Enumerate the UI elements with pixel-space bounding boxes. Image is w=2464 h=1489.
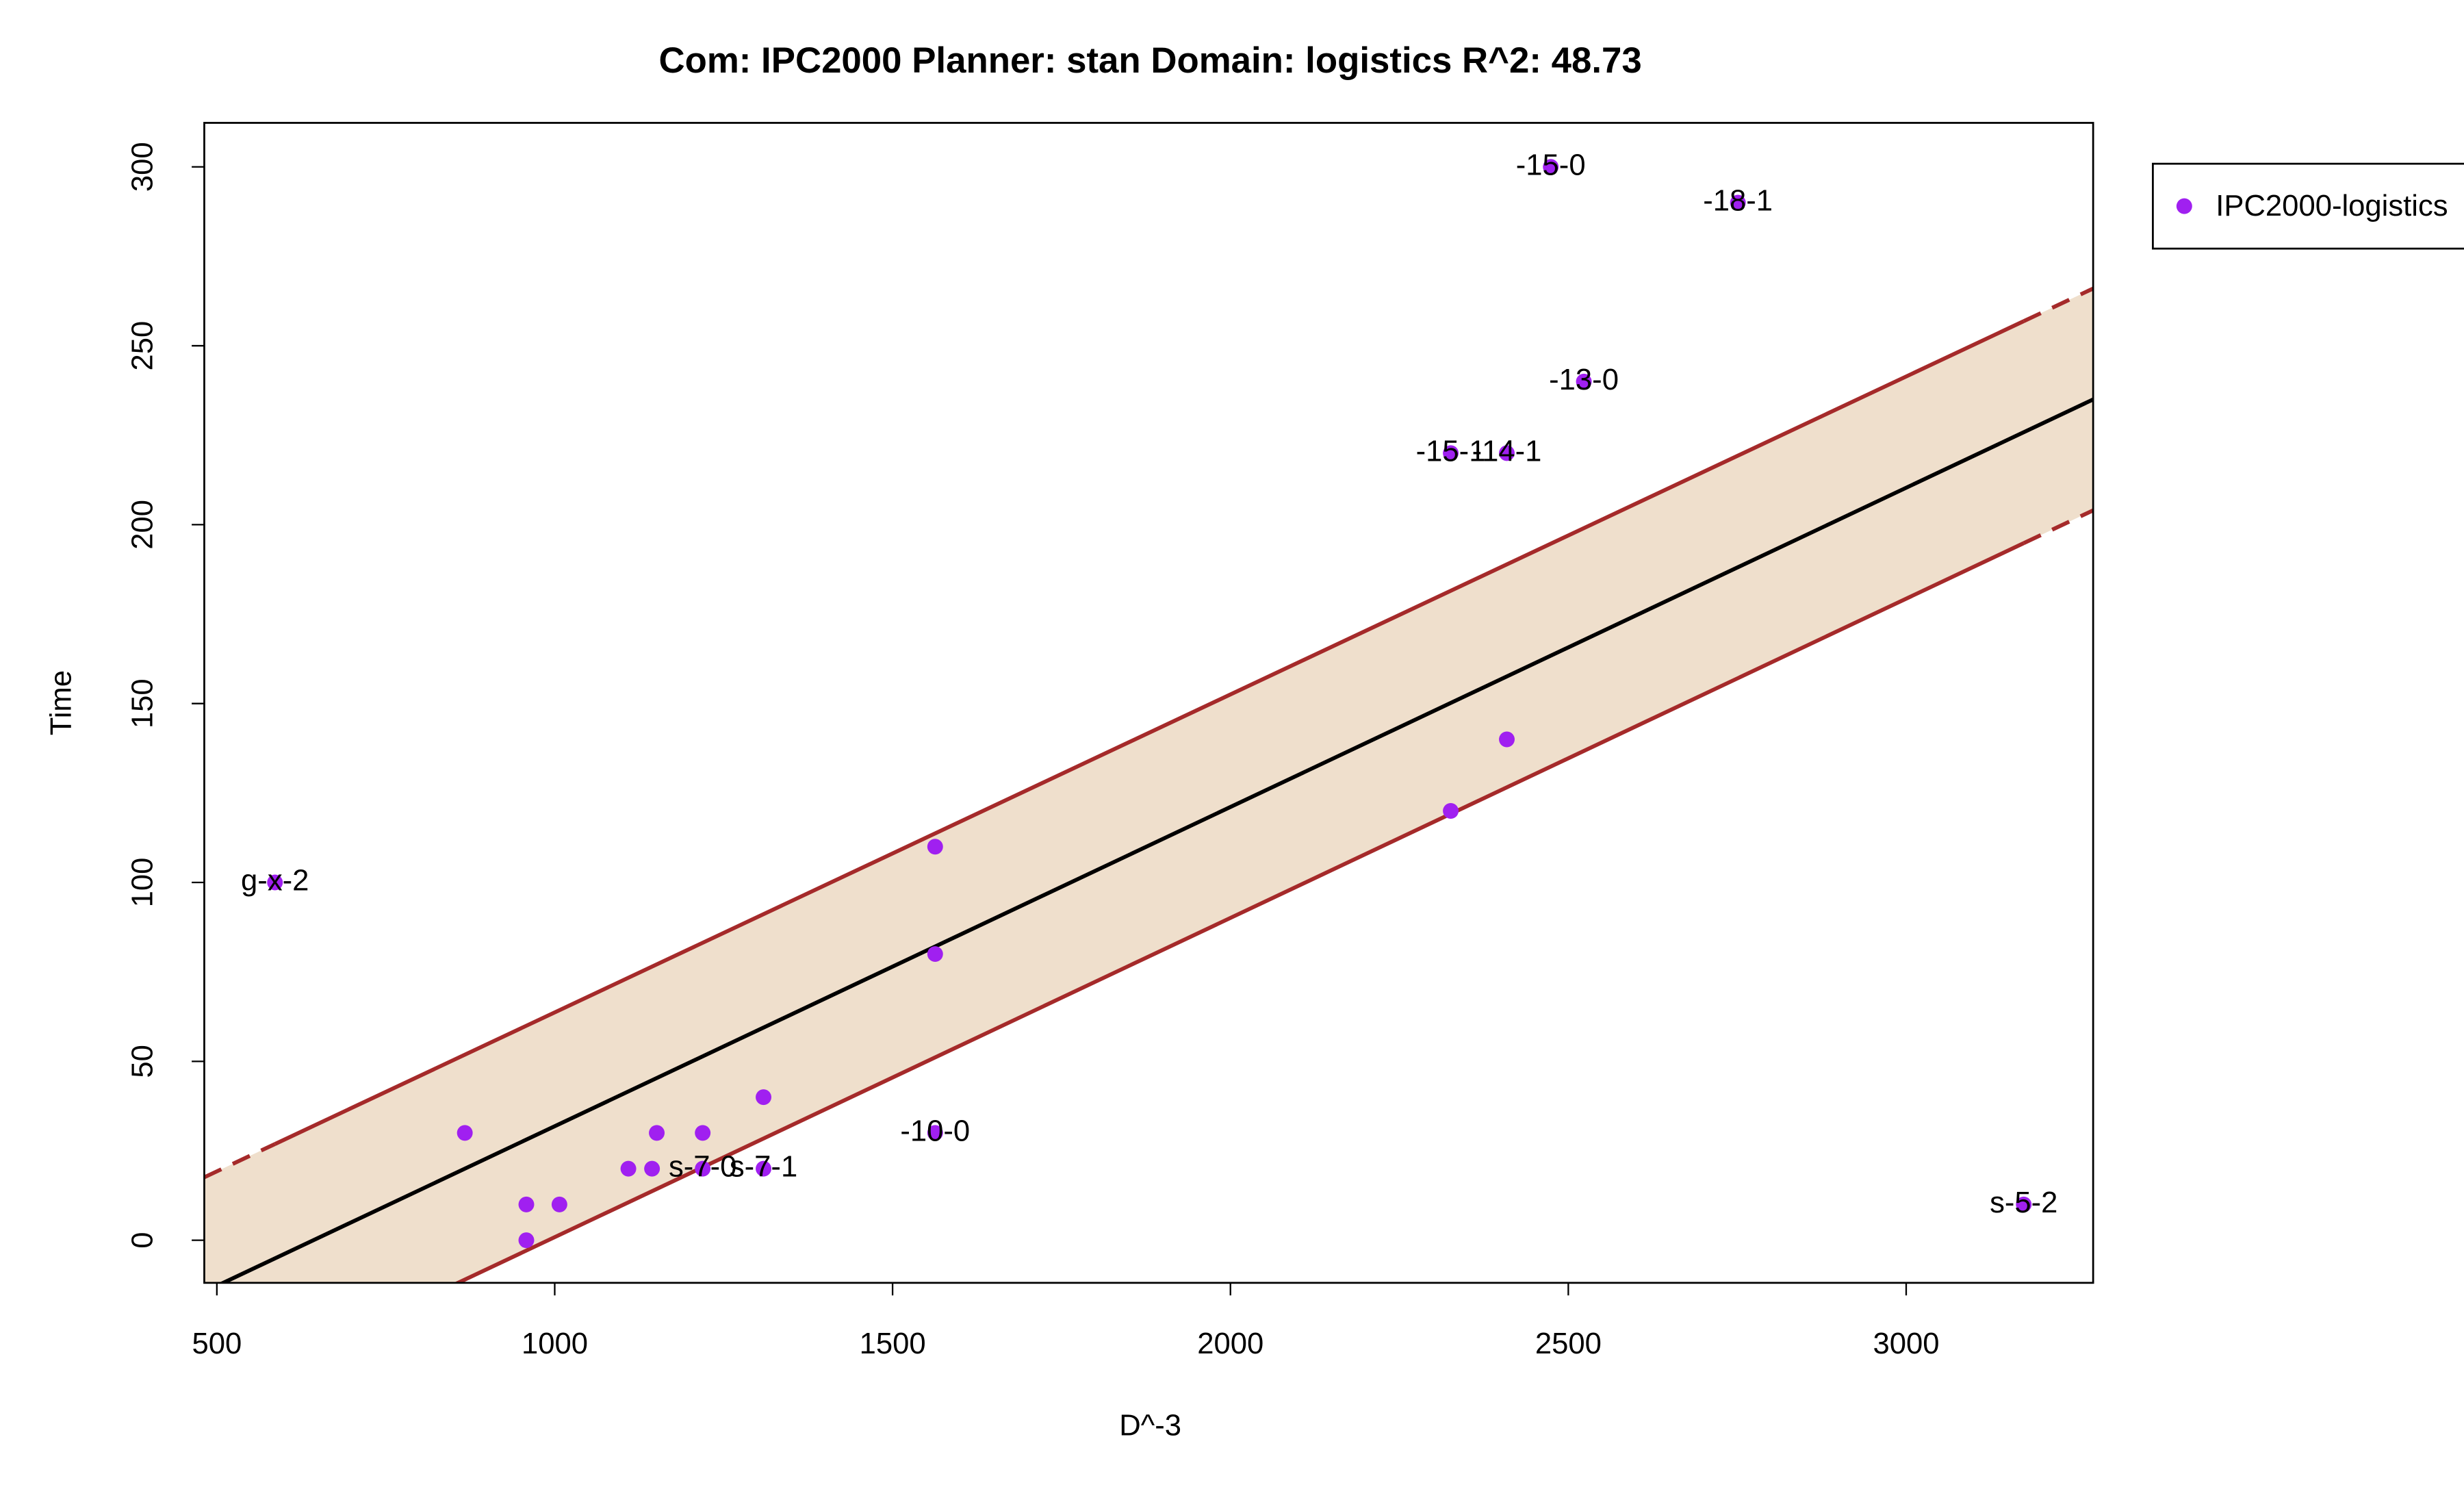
point-label: s-7-0 [669, 1151, 736, 1184]
confidence-band [204, 288, 2094, 1283]
y-tick-label: 0 [127, 1232, 159, 1249]
x-tick-label: 1000 [522, 1327, 588, 1360]
band-line-extrapolated [2023, 286, 2094, 323]
x-tick-label: 2500 [1535, 1327, 1602, 1360]
point [927, 1125, 943, 1141]
point [927, 839, 943, 855]
point [518, 1232, 535, 1249]
point-label: -13-0 [1549, 364, 1619, 396]
point [551, 1196, 567, 1212]
y-tick-label: 300 [127, 142, 159, 192]
point [2016, 1196, 2032, 1212]
point [518, 1196, 535, 1212]
point-label: g-x-2 [241, 865, 309, 898]
point [1576, 373, 1592, 390]
x-axis-label: D^-3 [1119, 1410, 1181, 1442]
point [644, 1160, 660, 1177]
y-tick-label: 200 [127, 500, 159, 550]
point [1443, 445, 1459, 461]
point-label: s-5-2 [1990, 1186, 2057, 1219]
y-tick-label: 50 [127, 1045, 159, 1078]
point-label: -10-0 [900, 1115, 970, 1147]
legend-box [2152, 162, 2464, 250]
point [1443, 803, 1459, 819]
point [756, 1089, 772, 1106]
plot-area [204, 286, 2094, 1403]
band-line-segment [453, 541, 2025, 1283]
x-tick-label: 500 [192, 1327, 242, 1360]
band-line-segment [274, 319, 2025, 1146]
point [1499, 731, 1515, 748]
point [1730, 194, 1746, 211]
legend-label: IPC2000-logistics [2216, 190, 2448, 222]
band-line-extrapolated [204, 1369, 274, 1403]
band-line-extrapolated [2023, 508, 2094, 545]
point [756, 1160, 772, 1177]
y-tick-label: 100 [127, 858, 159, 908]
point [649, 1125, 665, 1141]
x-tick-label: 1500 [860, 1327, 926, 1360]
point [695, 1125, 711, 1141]
point-label: -15-1 [1416, 435, 1486, 468]
point [457, 1125, 473, 1141]
point [267, 874, 283, 891]
y-axis-label: Time [44, 670, 77, 735]
legend-marker [2176, 198, 2192, 214]
band-line-lower [204, 508, 2094, 1403]
y-tick-label: 250 [127, 321, 159, 371]
band-line-extrapolated [204, 1142, 276, 1180]
x-tick-label: 2000 [1197, 1327, 1263, 1360]
point-label: s-7-1 [730, 1151, 797, 1184]
chart-title: Com: IPC2000 Planner: stan Domain: logis… [658, 40, 1641, 81]
y-tick-label: 150 [127, 678, 159, 728]
point-label: -14-1 [1472, 435, 1542, 468]
point [1543, 159, 1559, 175]
point-label: -15-0 [1516, 149, 1586, 181]
point-label: -18-1 [1703, 185, 1773, 218]
point [927, 946, 943, 963]
point [620, 1160, 637, 1177]
band-line-upper [204, 286, 2094, 1180]
x-tick-label: 3000 [1873, 1327, 1939, 1360]
point [695, 1160, 711, 1177]
point [1499, 445, 1515, 461]
fit-line [218, 397, 2094, 1283]
